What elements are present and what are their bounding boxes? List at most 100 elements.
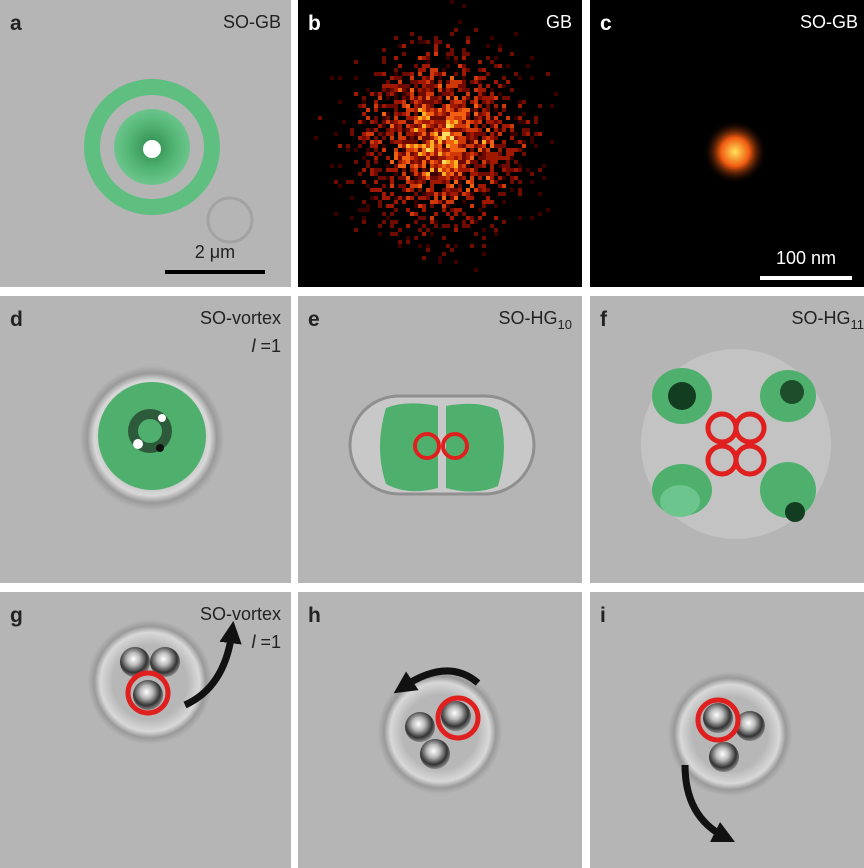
noise-pixel: [346, 144, 350, 148]
noise-pixel: [430, 140, 434, 144]
noise-pixel: [418, 108, 422, 112]
noise-pixel: [450, 84, 454, 88]
noise-pixel: [410, 108, 414, 112]
noise-pixel: [458, 184, 462, 188]
noise-pixel: [358, 172, 362, 176]
noise-pixel: [426, 160, 430, 164]
noise-pixel: [426, 124, 430, 128]
noise-pixel: [454, 180, 458, 184]
noise-pixel: [474, 124, 478, 128]
noise-pixel: [522, 140, 526, 144]
noise-pixel: [402, 184, 406, 188]
noise-pixel: [470, 120, 474, 124]
mode-value: =1: [260, 632, 281, 652]
noise-pixel: [446, 80, 450, 84]
noise-pixel: [394, 208, 398, 212]
noise-pixel: [390, 132, 394, 136]
noise-pixel: [462, 164, 466, 168]
noise-pixel: [490, 96, 494, 100]
noise-pixel: [378, 224, 382, 228]
noise-pixel: [386, 104, 390, 108]
noise-pixel: [438, 156, 442, 160]
noise-pixel: [394, 84, 398, 88]
noise-pixel: [406, 104, 410, 108]
noise-pixel: [386, 84, 390, 88]
noise-pixel: [470, 156, 474, 160]
noise-pixel: [354, 76, 358, 80]
noise-pixel: [490, 92, 494, 96]
noise-pixel: [542, 176, 546, 180]
panel-i: i: [590, 592, 864, 868]
noise-pixel: [418, 244, 422, 248]
noise-pixel: [410, 172, 414, 176]
noise-pixel: [494, 152, 498, 156]
noise-pixel: [358, 120, 362, 124]
noise-pixel: [394, 200, 398, 204]
noise-pixel: [410, 72, 414, 76]
noise-pixel: [506, 156, 510, 160]
noise-pixel: [434, 100, 438, 104]
noise-pixel: [426, 248, 430, 252]
noise-pixel: [434, 84, 438, 88]
noise-pixel: [514, 168, 518, 172]
noise-pixel: [378, 200, 382, 204]
noise-pixel: [494, 144, 498, 148]
noise-pixel: [398, 196, 402, 200]
noise-pixel: [494, 108, 498, 112]
noise-pixel: [394, 100, 398, 104]
noise-pixel: [498, 192, 502, 196]
noise-pixel: [490, 124, 494, 128]
noise-pixel: [474, 112, 478, 116]
noise-pixel: [450, 172, 454, 176]
noise-pixel: [458, 152, 462, 156]
noise-pixel: [450, 100, 454, 104]
noise-pixel: [490, 172, 494, 176]
noise-pixel: [466, 160, 470, 164]
noise-pixel: [366, 164, 370, 168]
noise-pixel: [414, 192, 418, 196]
noise-pixel: [410, 212, 414, 216]
noise-pixel: [426, 168, 430, 172]
noise-pixel: [362, 104, 366, 108]
noise-pixel: [394, 104, 398, 108]
noise-pixel: [482, 184, 486, 188]
noise-pixel: [422, 116, 426, 120]
noise-pixel: [518, 104, 522, 108]
noise-pixel: [446, 92, 450, 96]
noise-pixel: [402, 92, 406, 96]
noise-pixel: [418, 196, 422, 200]
noise-pixel: [426, 88, 430, 92]
noise-pixel: [454, 224, 458, 228]
noise-pixel: [482, 164, 486, 168]
noise-pixel: [382, 116, 386, 120]
noise-pixel: [410, 196, 414, 200]
noise-pixel: [486, 156, 490, 160]
noise-pixel: [462, 96, 466, 100]
noise-pixel: [398, 240, 402, 244]
noise-pixel: [442, 104, 446, 108]
noise-pixel: [462, 156, 466, 160]
noise-pixel: [430, 188, 434, 192]
noise-pixel: [438, 140, 442, 144]
noise-pixel: [450, 132, 454, 136]
scale-bar-label: 2 μm: [195, 242, 235, 262]
noise-pixel: [478, 140, 482, 144]
noise-pixel: [414, 112, 418, 116]
noise-pixel: [450, 80, 454, 84]
noise-pixel: [414, 100, 418, 104]
noise-pixel: [394, 96, 398, 100]
noise-pixel: [438, 144, 442, 148]
noise-pixel: [498, 152, 502, 156]
noise-pixel: [518, 164, 522, 168]
noise-pixel: [510, 180, 514, 184]
noise-pixel: [334, 132, 338, 136]
noise-pixel: [514, 132, 518, 136]
noise-pixel: [422, 80, 426, 84]
noise-pixel: [350, 180, 354, 184]
noise-pixel: [474, 232, 478, 236]
noise-pixel: [534, 120, 538, 124]
noise-pixel: [466, 52, 470, 56]
noise-pixel: [414, 160, 418, 164]
noise-pixel: [414, 180, 418, 184]
noise-pixel: [406, 116, 410, 120]
